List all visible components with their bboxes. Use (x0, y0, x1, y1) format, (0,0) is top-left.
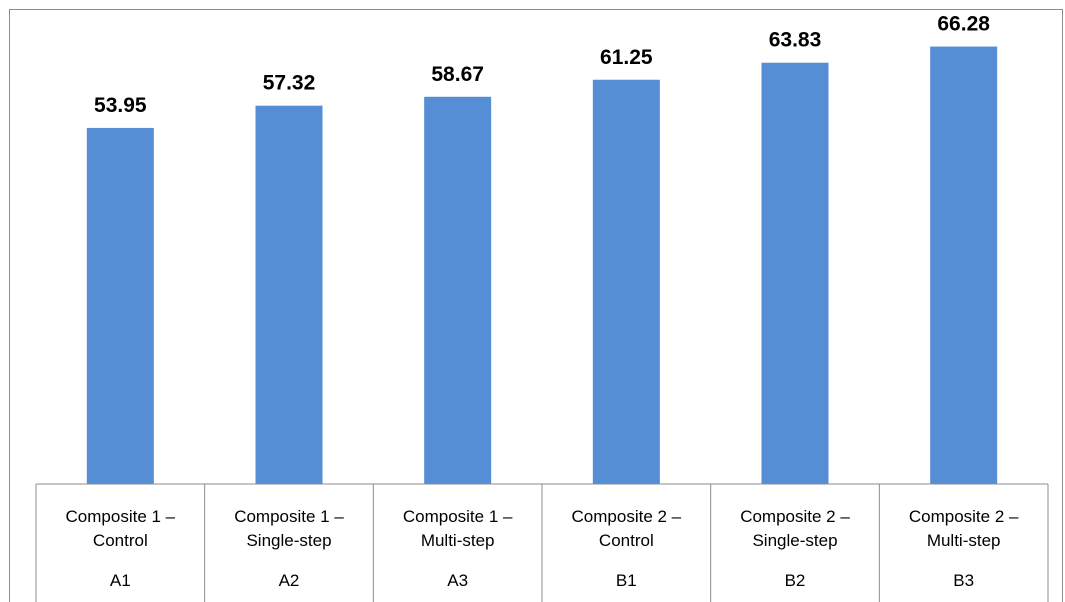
data-label-a1: 53.95 (94, 94, 147, 117)
tick-label-b2-code: B2 (785, 571, 806, 590)
tick-label-a3-line1: Composite 1 – (403, 507, 513, 526)
bar-a2 (255, 105, 323, 485)
tick-label-b2-line2: Single-step (752, 531, 837, 550)
tick-label-b1-code: B1 (616, 571, 637, 590)
tick-label-a3-code: A3 (447, 571, 468, 590)
tick-label-b3-line2: Multi-step (927, 531, 1001, 550)
tick-label-b2-line1: Composite 2 – (740, 507, 850, 526)
data-label-b3: 66.28 (937, 13, 990, 36)
tick-label-b1-line2: Control (599, 531, 654, 550)
chart-frame (9, 9, 1063, 602)
tick-label-a2-line2: Single-step (246, 531, 331, 550)
tick-label-a1-code: A1 (110, 571, 131, 590)
bar-a3 (424, 96, 492, 484)
bar-b3 (930, 46, 998, 484)
tick-label-a3-line2: Multi-step (421, 531, 495, 550)
data-label-b1: 61.25 (600, 46, 653, 69)
bar-b2 (761, 62, 829, 485)
tick-label-a1-line1: Composite 1 – (66, 507, 176, 526)
tick-label-a2-code: A2 (279, 571, 300, 590)
data-label-a2: 57.32 (263, 72, 316, 95)
bar-a1 (86, 127, 154, 485)
tick-label-a1-line2: Control (93, 531, 148, 550)
data-label-b2: 63.83 (769, 29, 822, 52)
tick-label-b3-line1: Composite 2 – (909, 507, 1019, 526)
data-label-a3: 58.67 (431, 63, 484, 86)
tick-label-b1-line1: Composite 2 – (572, 507, 682, 526)
tick-label-a2-line1: Composite 1 – (234, 507, 344, 526)
tick-label-b3-code: B3 (953, 571, 974, 590)
bar-b1 (592, 79, 660, 484)
